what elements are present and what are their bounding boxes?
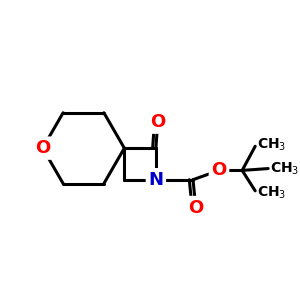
Text: CH$_3$: CH$_3$ bbox=[257, 136, 286, 153]
Text: O: O bbox=[35, 139, 50, 157]
Text: O: O bbox=[212, 161, 226, 179]
Text: O: O bbox=[150, 113, 165, 131]
Text: CH$_3$: CH$_3$ bbox=[270, 160, 299, 177]
Text: N: N bbox=[148, 171, 164, 189]
Text: O: O bbox=[188, 199, 203, 217]
Text: CH$_3$: CH$_3$ bbox=[257, 184, 286, 201]
